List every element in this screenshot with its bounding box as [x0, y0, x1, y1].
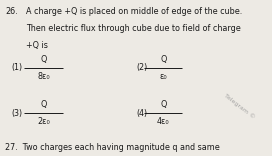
Text: Q: Q — [160, 100, 166, 109]
Text: ε₀: ε₀ — [159, 72, 167, 81]
Text: (2): (2) — [136, 63, 147, 72]
Text: Telegram ©: Telegram © — [223, 92, 256, 120]
Text: Q: Q — [40, 100, 47, 109]
Text: Then electric flux through cube due to field of charge: Then electric flux through cube due to f… — [26, 24, 241, 33]
Text: 2ε₀: 2ε₀ — [37, 117, 50, 126]
Text: 8ε₀: 8ε₀ — [37, 72, 50, 81]
Text: (1): (1) — [11, 63, 22, 72]
Text: Q: Q — [40, 55, 47, 64]
Text: A charge +Q is placed on middle of edge of the cube.: A charge +Q is placed on middle of edge … — [26, 7, 242, 16]
Text: Q: Q — [160, 55, 166, 64]
Text: 26.: 26. — [5, 7, 17, 16]
Text: (3): (3) — [11, 109, 22, 118]
Text: 27.  Two charges each having magnitude q and same: 27. Two charges each having magnitude q … — [5, 143, 220, 152]
Text: +Q is: +Q is — [26, 41, 48, 50]
Text: 4ε₀: 4ε₀ — [157, 117, 169, 126]
Text: (4): (4) — [136, 109, 147, 118]
